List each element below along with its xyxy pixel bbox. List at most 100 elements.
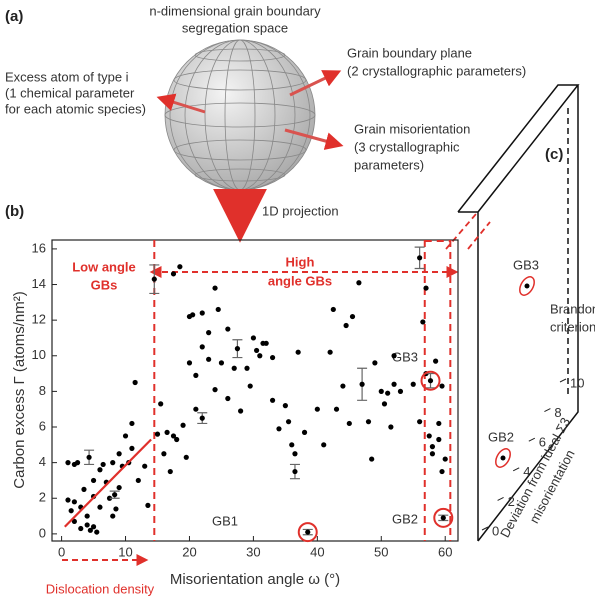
point	[84, 522, 90, 528]
point	[68, 508, 74, 514]
point	[391, 381, 397, 387]
point	[142, 463, 148, 469]
plot-frame	[51, 239, 459, 542]
gb-circle	[495, 448, 511, 468]
sphere	[164, 39, 316, 191]
annotation: for each atomic species)	[5, 101, 146, 116]
panel-c-box	[457, 84, 580, 542]
point	[292, 468, 298, 475]
point	[87, 527, 93, 533]
gb-point	[500, 455, 506, 461]
point	[429, 444, 436, 450]
point	[86, 454, 92, 460]
point	[97, 504, 103, 510]
point	[135, 477, 141, 484]
x-tick-label: 50	[374, 544, 388, 559]
y-tick-label: 0	[39, 525, 46, 540]
point	[420, 319, 426, 325]
point	[440, 515, 446, 521]
point	[388, 424, 394, 430]
y-tick-label: 12	[32, 312, 46, 327]
x-tick-label: 30	[246, 544, 260, 559]
sphere-arrows	[156, 70, 344, 243]
point	[423, 285, 429, 291]
point	[90, 524, 97, 530]
point	[90, 477, 97, 484]
y-tick-label: 10	[32, 347, 46, 362]
point	[164, 429, 170, 435]
point	[132, 379, 138, 386]
point	[289, 442, 295, 448]
point	[282, 403, 288, 409]
gb-circle	[297, 522, 318, 543]
c-tick	[544, 408, 551, 413]
annotation: (1 chemical parameter	[5, 85, 135, 100]
annotation: (3 crystallographic	[354, 139, 460, 154]
point	[110, 460, 116, 466]
gb-label: GB3	[392, 349, 418, 364]
point	[305, 529, 311, 535]
point	[206, 356, 212, 362]
gb-label: GB1	[212, 513, 238, 528]
point	[314, 406, 320, 412]
point	[397, 388, 404, 394]
point	[244, 365, 250, 371]
point	[417, 419, 423, 425]
point	[381, 401, 388, 407]
point	[193, 372, 199, 378]
point	[263, 340, 269, 346]
point	[238, 408, 244, 414]
point	[158, 401, 164, 407]
point	[154, 431, 161, 437]
c-tick-label: 0	[492, 523, 499, 538]
x-tick-label: 0	[58, 544, 65, 559]
point	[269, 354, 276, 361]
point	[151, 276, 157, 282]
point	[100, 461, 106, 468]
annotation: 1D projection	[262, 203, 339, 218]
point	[199, 415, 205, 421]
point	[442, 456, 448, 462]
c-tick-label: 2	[508, 494, 515, 509]
point	[346, 420, 352, 427]
point	[250, 335, 257, 341]
x-axis-label: Misorientation angle ω (°)	[170, 571, 340, 588]
gb-point	[524, 283, 530, 289]
point	[145, 502, 151, 508]
point	[356, 280, 362, 286]
x-tick-label: 20	[182, 544, 196, 559]
y-tick-label: 4	[39, 454, 46, 469]
c-tick-label: 4	[523, 464, 530, 479]
annotation: Excess atom of type i	[5, 69, 129, 84]
point	[433, 358, 439, 364]
point	[372, 360, 378, 366]
c-tick	[528, 437, 536, 442]
point	[212, 285, 218, 291]
point	[257, 353, 263, 359]
annotation: Low angle	[72, 259, 136, 274]
annotation: (2 crystallographic parameters)	[347, 63, 526, 78]
gb-label: GB2	[392, 511, 418, 526]
point	[333, 406, 340, 412]
c-tick	[481, 526, 489, 531]
y-axis-label: Carbon excess Γ (atoms/nm²)	[11, 291, 28, 488]
point	[231, 365, 237, 371]
point	[369, 456, 375, 462]
point	[112, 492, 118, 498]
point	[269, 397, 276, 403]
point	[212, 387, 218, 393]
point	[167, 468, 173, 475]
point	[321, 442, 327, 448]
point	[97, 467, 103, 473]
point	[74, 460, 81, 466]
y-tick-label: 2	[39, 490, 46, 505]
annotation: GBs	[91, 277, 118, 292]
point	[365, 419, 372, 425]
point	[253, 347, 260, 354]
projection-lines	[445, 213, 491, 250]
annotation: parameters)	[354, 157, 424, 172]
c-tick	[512, 467, 520, 472]
y-tick-label: 16	[32, 240, 46, 255]
c-tick	[497, 496, 504, 501]
annotation: Grain boundary plane	[347, 45, 472, 60]
